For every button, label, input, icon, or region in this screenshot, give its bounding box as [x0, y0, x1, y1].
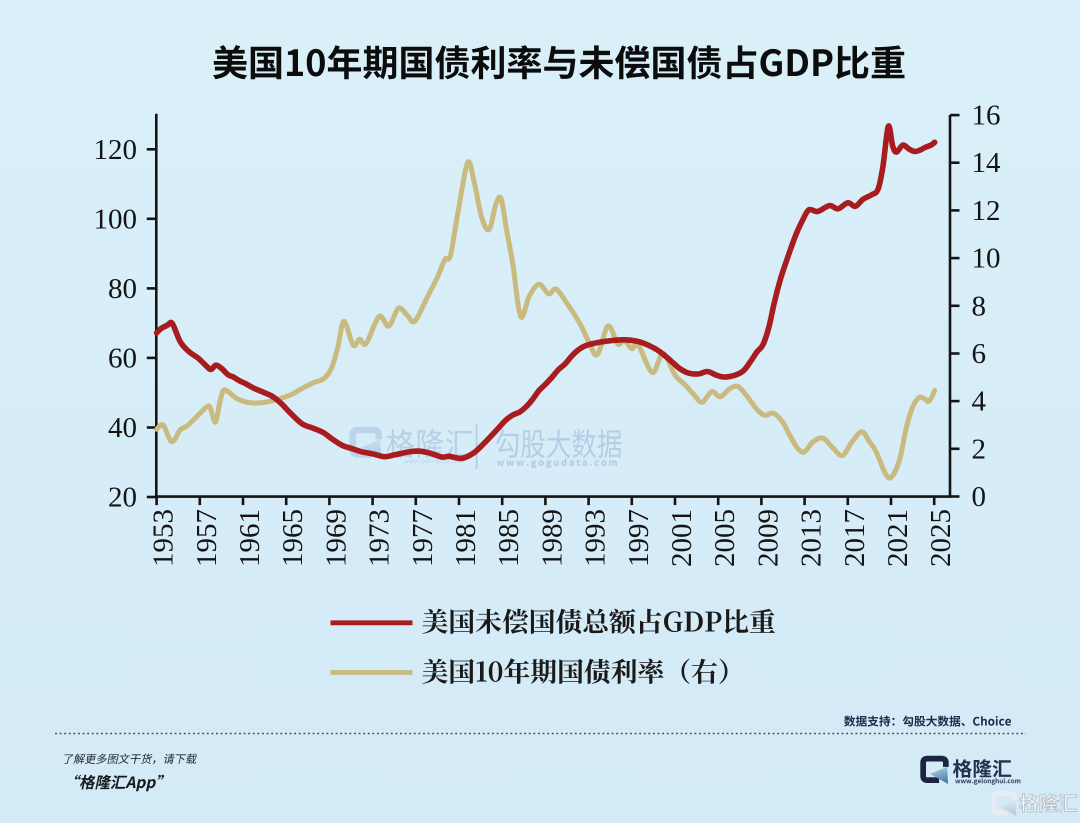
- svg-text:1997: 1997: [623, 509, 655, 567]
- svg-text:2017: 2017: [839, 509, 871, 567]
- svg-text:1981: 1981: [450, 509, 482, 567]
- svg-text:2021: 2021: [882, 509, 914, 567]
- svg-text:2013: 2013: [796, 509, 828, 567]
- svg-text:2025: 2025: [925, 509, 957, 567]
- svg-text:80: 80: [108, 273, 137, 305]
- svg-text:16: 16: [972, 100, 1001, 132]
- svg-text:20: 20: [108, 482, 137, 514]
- svg-text:60: 60: [108, 342, 137, 374]
- svg-text:6: 6: [972, 338, 987, 370]
- svg-text:100: 100: [94, 203, 138, 235]
- svg-text:1965: 1965: [277, 509, 309, 567]
- svg-text:1953: 1953: [148, 509, 180, 567]
- svg-text:1973: 1973: [364, 509, 396, 567]
- svg-text:2: 2: [972, 433, 987, 465]
- svg-text:1985: 1985: [493, 509, 525, 567]
- svg-text:0: 0: [972, 481, 987, 513]
- svg-text:4: 4: [972, 386, 987, 418]
- svg-text:1977: 1977: [407, 509, 439, 567]
- svg-text:2005: 2005: [709, 509, 741, 567]
- svg-text:1961: 1961: [234, 509, 266, 567]
- svg-text:1957: 1957: [191, 509, 223, 567]
- svg-text:120: 120: [94, 134, 138, 166]
- svg-text:1989: 1989: [536, 509, 568, 567]
- svg-text:2009: 2009: [752, 509, 784, 567]
- svg-text:12: 12: [972, 195, 1001, 227]
- svg-text:40: 40: [108, 412, 137, 444]
- svg-text:8: 8: [972, 290, 987, 322]
- svg-text:2001: 2001: [666, 509, 698, 567]
- svg-text:10: 10: [972, 243, 1001, 275]
- svg-text:1969: 1969: [320, 509, 352, 567]
- svg-text:14: 14: [972, 147, 1002, 179]
- svg-text:1993: 1993: [580, 509, 612, 567]
